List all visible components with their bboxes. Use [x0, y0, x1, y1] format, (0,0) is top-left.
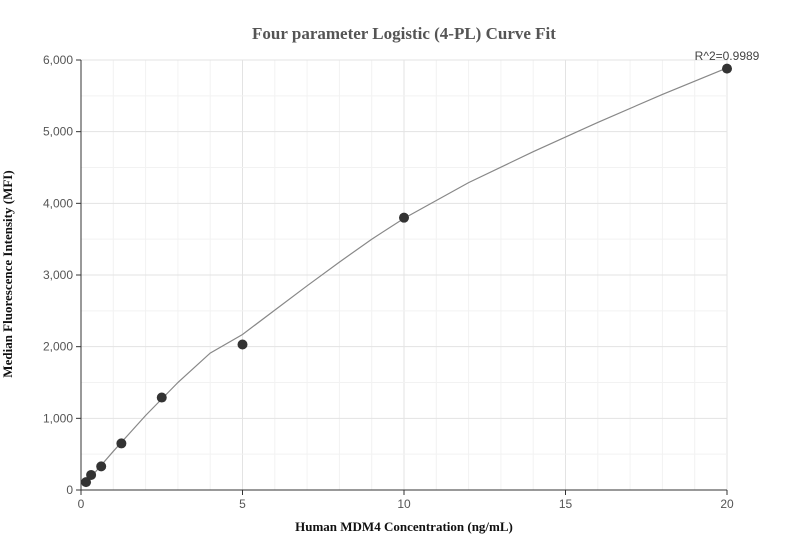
- x-tick-label: 10: [397, 497, 411, 511]
- y-tick-label: 2,000: [43, 340, 73, 354]
- data-points-layer: [81, 63, 732, 488]
- y-tick-label: 4,000: [43, 196, 73, 210]
- grid: [81, 59, 728, 490]
- y-tick-label: 1,000: [43, 411, 73, 425]
- y-tick-label: 3,000: [43, 268, 73, 282]
- x-tick-label: 0: [78, 497, 85, 511]
- r-squared-annotation: R^2=0.9989: [695, 49, 760, 63]
- data-point: [116, 438, 127, 449]
- fit-curve-layer: [83, 67, 728, 486]
- data-point: [722, 63, 732, 74]
- x-axis-title: Human MDM4 Concentration (ng/mL): [295, 519, 513, 534]
- data-point: [237, 339, 248, 350]
- x-tick-label: 20: [720, 497, 734, 511]
- x-tick-label: 15: [559, 497, 573, 511]
- y-axis-title: Median Fluorescence Intensity (MFI): [0, 170, 15, 377]
- data-point: [86, 469, 97, 480]
- data-point: [96, 461, 107, 472]
- axes: 0 5 10 15 20 0 1,000 2,000 3,000 4,000 5,000 6,000: [43, 53, 734, 511]
- x-tick-label: 5: [239, 497, 246, 511]
- data-point: [81, 477, 92, 488]
- fit-curve: [83, 67, 728, 486]
- y-tick-label: 5,000: [43, 125, 73, 139]
- data-point: [399, 212, 409, 223]
- chart-title: Four parameter Logistic (4-PL) Curve Fit: [252, 24, 556, 43]
- data-point: [156, 392, 167, 403]
- y-tick-label: 0: [66, 483, 73, 497]
- y-tick-label: 6,000: [43, 53, 73, 67]
